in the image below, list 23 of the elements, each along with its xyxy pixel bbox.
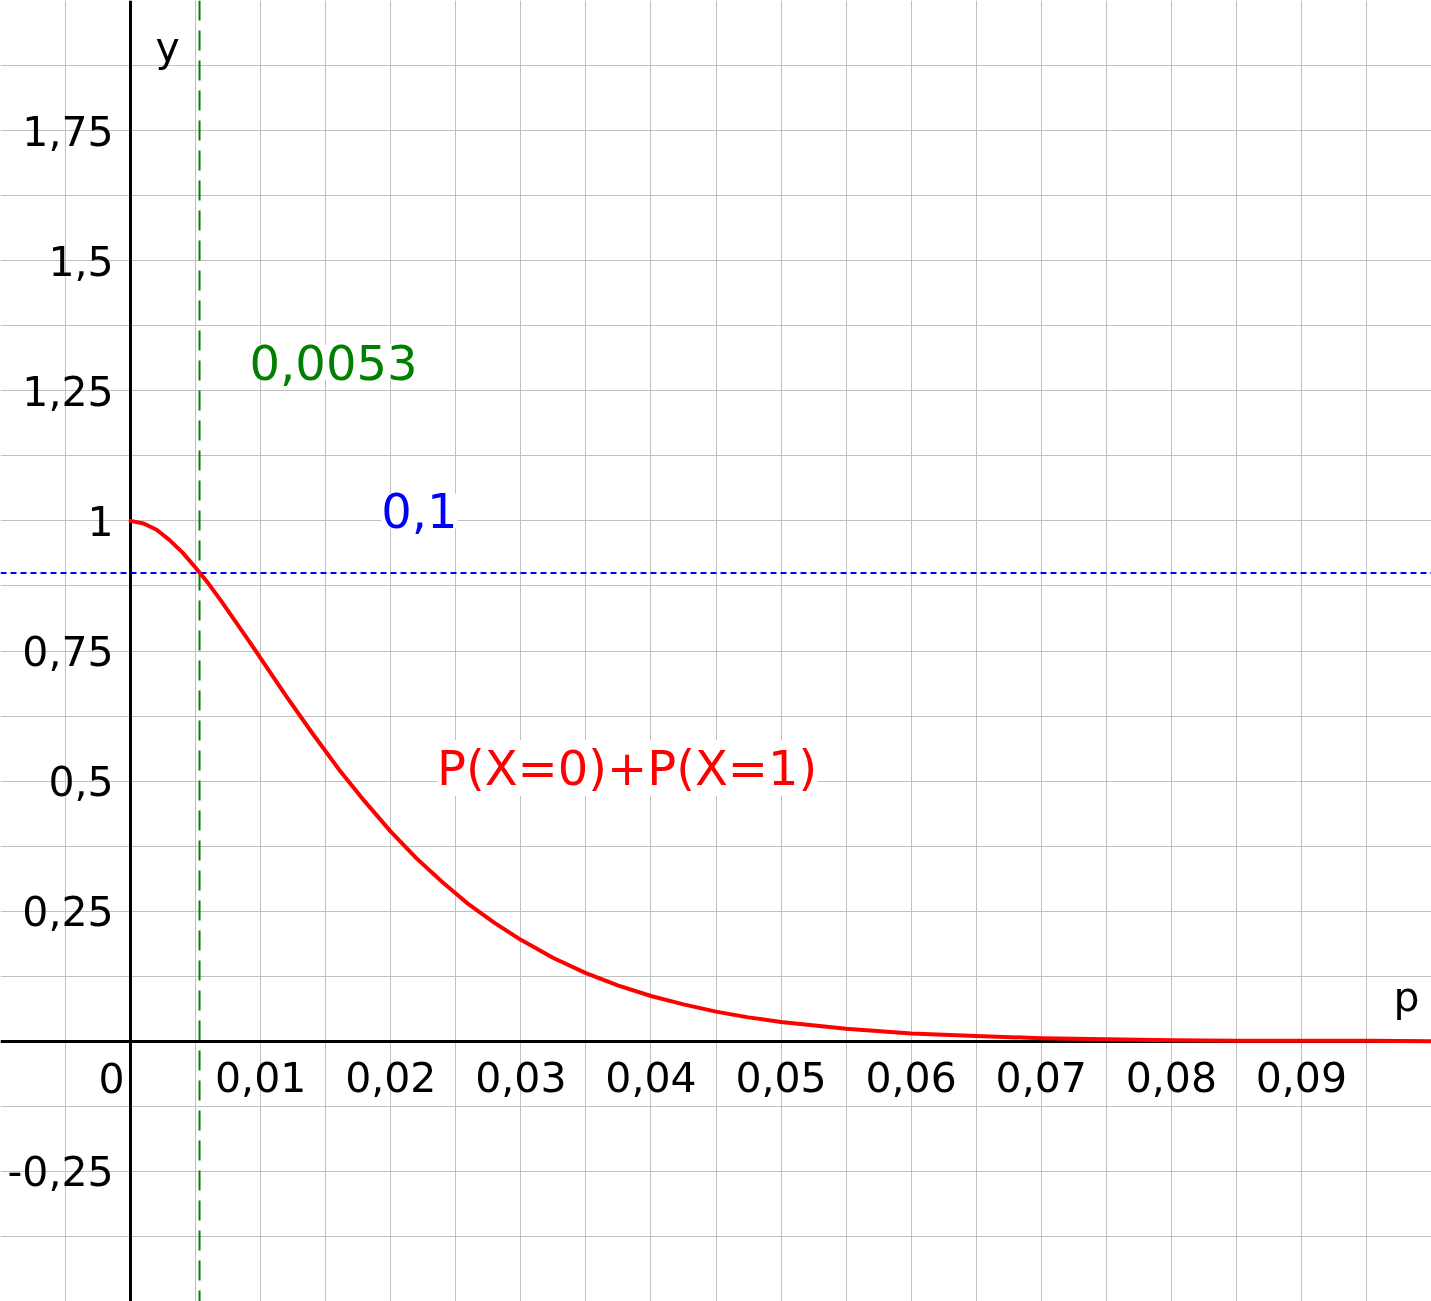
x-tick-label: 0,06 <box>865 1054 957 1103</box>
x-tick-label: 0 <box>98 1055 125 1104</box>
annotation: 0,1 <box>381 483 458 540</box>
y-tick-label: 0,75 <box>22 628 114 676</box>
y-axis-title: y <box>155 22 180 71</box>
x-tick-label: 0,08 <box>1125 1054 1217 1103</box>
y-tick-label: 1,25 <box>22 367 114 416</box>
x-tick-label: 0,03 <box>475 1054 567 1103</box>
y-tick-label: 1,75 <box>22 107 114 156</box>
x-tick-label: 0,05 <box>735 1054 827 1103</box>
x-tick-label: 0,07 <box>995 1054 1087 1103</box>
x-tick-label: 0,01 <box>215 1054 307 1103</box>
series-label: P(X=0)+P(X=1) <box>436 740 818 797</box>
x-axis-title: p <box>1393 973 1420 1022</box>
y-tick-label: -0,25 <box>7 1148 114 1197</box>
x-tick-label: 0,09 <box>1255 1054 1348 1103</box>
ref-line-label: 0,0053 <box>249 334 418 391</box>
x-tick-label: 0,02 <box>345 1054 437 1103</box>
y-tick-label: 1,5 <box>48 237 114 286</box>
y-tick-label: 0,25 <box>22 888 114 937</box>
y-tick-label: 1 <box>87 497 114 546</box>
x-tick-label: 0,04 <box>605 1054 697 1103</box>
y-tick-label: 0,5 <box>48 758 114 807</box>
